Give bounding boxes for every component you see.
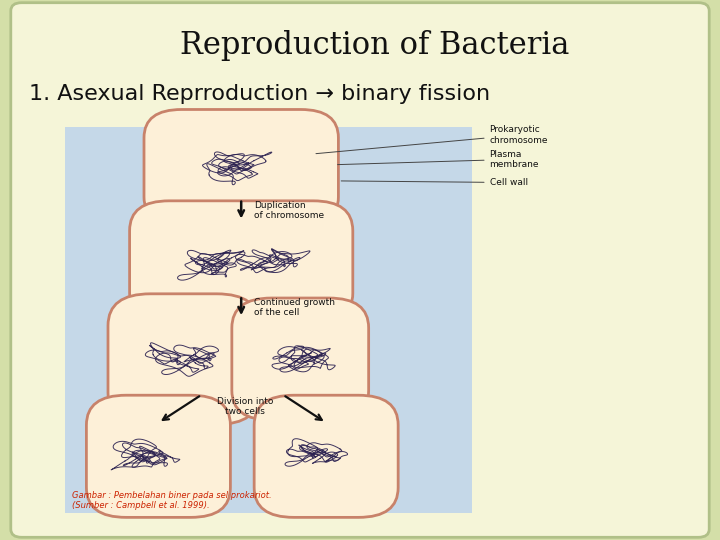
Text: Plasma
membrane: Plasma membrane bbox=[338, 150, 539, 169]
Text: Division into
two cells: Division into two cells bbox=[217, 397, 273, 416]
FancyBboxPatch shape bbox=[144, 110, 338, 225]
Text: Gambar : Pembelahan biner pada sel prokariot.
(Sumber : Campbell et al. 1999).: Gambar : Pembelahan biner pada sel proka… bbox=[72, 491, 271, 510]
Text: Duplication
of chromosome: Duplication of chromosome bbox=[254, 201, 324, 220]
Text: Reproduction of Bacteria: Reproduction of Bacteria bbox=[180, 30, 569, 60]
FancyBboxPatch shape bbox=[11, 3, 709, 537]
Text: Cell wall: Cell wall bbox=[341, 178, 528, 187]
Text: Continued growth
of the cell: Continued growth of the cell bbox=[254, 298, 336, 317]
FancyBboxPatch shape bbox=[254, 395, 398, 517]
FancyBboxPatch shape bbox=[130, 201, 353, 323]
FancyBboxPatch shape bbox=[108, 294, 259, 424]
FancyBboxPatch shape bbox=[86, 395, 230, 517]
Text: 1. Asexual Reprroduction → binary fission: 1. Asexual Reprroduction → binary fissio… bbox=[29, 84, 490, 104]
Text: Prokaryotic
chromosome: Prokaryotic chromosome bbox=[316, 125, 548, 154]
FancyBboxPatch shape bbox=[65, 127, 472, 513]
FancyBboxPatch shape bbox=[232, 298, 369, 420]
